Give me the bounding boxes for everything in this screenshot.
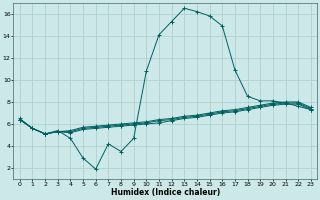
X-axis label: Humidex (Indice chaleur): Humidex (Indice chaleur) <box>111 188 220 197</box>
